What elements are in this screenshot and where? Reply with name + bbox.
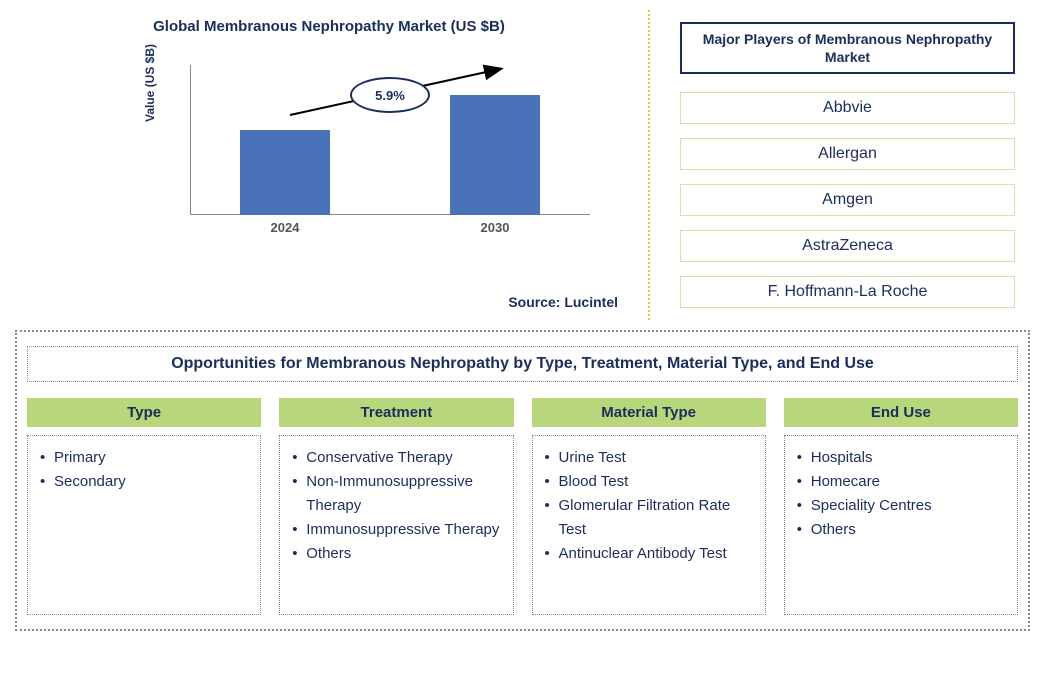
- opportunities-section: Opportunities for Membranous Nephropathy…: [15, 330, 1030, 631]
- player-item: Allergan: [680, 138, 1015, 170]
- opps-item: Antinuclear Antibody Test: [545, 542, 753, 566]
- bar-2024: [240, 130, 330, 215]
- major-players-panel: Major Players of Membranous Nephropathy …: [650, 10, 1035, 320]
- opps-col: End Use HospitalsHomecareSpeciality Centr…: [784, 398, 1018, 615]
- top-section: Global Membranous Nephropathy Market (US…: [10, 10, 1035, 320]
- opps-col: Material Type Urine TestBlood TestGlomeru…: [532, 398, 766, 615]
- chart-title: Global Membranous Nephropathy Market (US…: [10, 18, 648, 35]
- opps-item: Conservative Therapy: [292, 446, 500, 470]
- y-axis-label: Value (US $B): [143, 44, 157, 122]
- opps-col-header: Material Type: [532, 398, 766, 427]
- major-players-title: Major Players of Membranous Nephropathy …: [680, 22, 1015, 74]
- opps-col-header: Type: [27, 398, 261, 427]
- player-item: Amgen: [680, 184, 1015, 216]
- bar-2030: [450, 95, 540, 215]
- opportunities-columns: Type PrimarySecondary Treatment Conservativ…: [27, 398, 1018, 615]
- chart-panel: Global Membranous Nephropathy Market (US…: [10, 10, 650, 320]
- opps-col-body: PrimarySecondary: [27, 435, 261, 615]
- opportunities-title: Opportunities for Membranous Nephropathy…: [27, 346, 1018, 382]
- growth-rate-badge: 5.9%: [350, 77, 430, 113]
- source-label: Source: Lucintel: [508, 294, 618, 310]
- opps-item: Homecare: [797, 470, 1005, 494]
- opps-col-header: Treatment: [279, 398, 513, 427]
- player-item: F. Hoffmann-La Roche: [680, 276, 1015, 308]
- opps-col-header: End Use: [784, 398, 1018, 427]
- opps-item: Immunosuppressive Therapy: [292, 518, 500, 542]
- opps-item: Urine Test: [545, 446, 753, 470]
- opps-item: Primary: [40, 446, 248, 470]
- opps-item: Others: [797, 518, 1005, 542]
- opps-item: Non-Immunosuppressive Therapy: [292, 470, 500, 518]
- opps-item: Speciality Centres: [797, 494, 1005, 518]
- players-list: Abbvie Allergan Amgen AstraZeneca F. Hoffman…: [680, 92, 1015, 308]
- growth-rate-value: 5.9%: [375, 88, 405, 103]
- opps-item: Glomerular Filtration Rate Test: [545, 494, 753, 542]
- opps-col: Treatment Conservative TherapyNon-Immunos…: [279, 398, 513, 615]
- opps-item: Secondary: [40, 470, 248, 494]
- bar-label-2024: 2024: [240, 220, 330, 235]
- opps-item: Blood Test: [545, 470, 753, 494]
- bar-label-2030: 2030: [450, 220, 540, 235]
- opps-item: Hospitals: [797, 446, 1005, 470]
- player-item: Abbvie: [680, 92, 1015, 124]
- player-item: AstraZeneca: [680, 230, 1015, 262]
- opps-col: Type PrimarySecondary: [27, 398, 261, 615]
- opps-col-body: Urine TestBlood TestGlomerular Filtratio…: [532, 435, 766, 615]
- opps-col-body: HospitalsHomecareSpeciality CentresOther…: [784, 435, 1018, 615]
- opps-item: Others: [292, 542, 500, 566]
- opps-col-body: Conservative TherapyNon-Immunosuppressiv…: [279, 435, 513, 615]
- chart-area: Value (US $B) 5.9% 20242030: [190, 55, 590, 235]
